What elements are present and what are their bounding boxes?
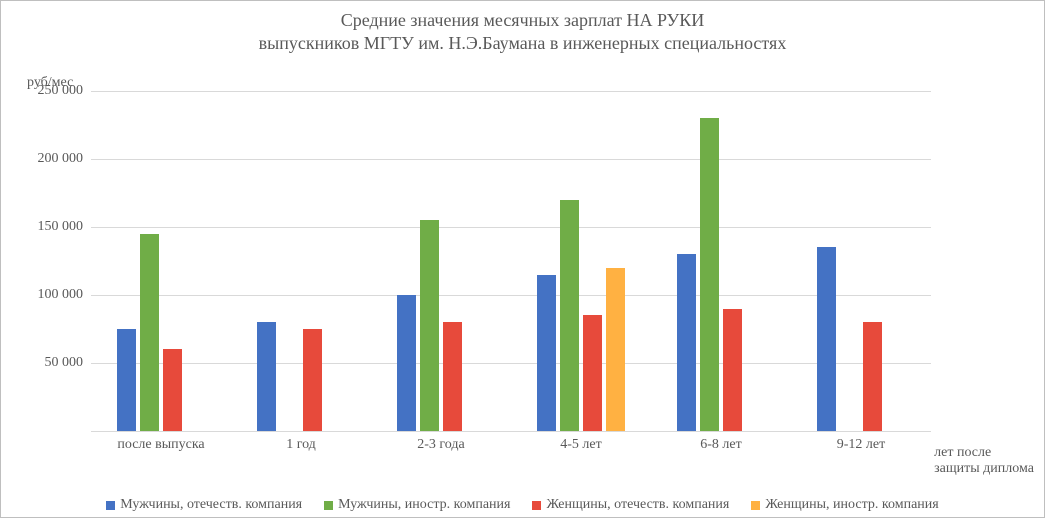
gridline — [91, 227, 931, 228]
x-tick-label: 9-12 лет — [837, 437, 885, 453]
plot-area: 50 000100 000150 000200 000250 000после … — [91, 91, 931, 431]
bar — [140, 234, 159, 431]
x-axis-label-line2: защиты диплома — [934, 461, 1034, 477]
chart-title: Средние значения месячных зарплат НА РУК… — [1, 1, 1044, 54]
x-tick-label: 6-8 лет — [700, 437, 741, 453]
y-tick-label: 200 000 — [38, 151, 84, 167]
bar — [163, 349, 182, 431]
gridline — [91, 363, 931, 364]
y-tick-label: 150 000 — [38, 219, 84, 235]
legend-item: Женщины, иностр. компания — [751, 497, 938, 513]
bar — [537, 275, 556, 431]
bar — [700, 118, 719, 431]
legend-swatch — [324, 501, 333, 510]
x-tick-label: после выпуска — [117, 437, 204, 453]
x-tick-label: 1 год — [286, 437, 316, 453]
y-tick-label: 250 000 — [38, 83, 84, 99]
chart-title-line2: выпускников МГТУ им. Н.Э.Баумана в инжен… — [1, 32, 1044, 55]
legend-item: Мужчины, иностр. компания — [324, 497, 510, 513]
legend-swatch — [532, 501, 541, 510]
bar — [583, 315, 602, 431]
bar — [677, 254, 696, 431]
x-tick-label: 2-3 года — [417, 437, 465, 453]
bar — [606, 268, 625, 431]
legend-swatch — [751, 501, 760, 510]
bar — [817, 247, 836, 431]
bar — [723, 309, 742, 431]
y-tick-label: 100 000 — [38, 287, 84, 303]
bar — [443, 322, 462, 431]
baseline — [91, 431, 931, 432]
bar — [863, 322, 882, 431]
legend-item: Мужчины, отечеств. компания — [106, 497, 302, 513]
bar — [560, 200, 579, 431]
bar — [117, 329, 136, 431]
bar — [397, 295, 416, 431]
legend: Мужчины, отечеств. компания Мужчины, инос… — [1, 497, 1044, 513]
x-axis-label: лет после защиты диплома — [934, 445, 1034, 477]
x-tick-label: 4-5 лет — [560, 437, 601, 453]
bar — [303, 329, 322, 431]
bar — [420, 220, 439, 431]
gridline — [91, 295, 931, 296]
chart-container: Средние значения месячных зарплат НА РУК… — [0, 0, 1045, 518]
bar — [257, 322, 276, 431]
legend-swatch — [106, 501, 115, 510]
chart-title-line1: Средние значения месячных зарплат НА РУК… — [1, 9, 1044, 32]
legend-label: Женщины, иностр. компания — [765, 497, 938, 513]
legend-item: Женщины, отечеств. компания — [532, 497, 729, 513]
legend-label: Женщины, отечеств. компания — [546, 497, 729, 513]
y-tick-label: 50 000 — [45, 355, 84, 371]
gridline — [91, 159, 931, 160]
gridline — [91, 91, 931, 92]
x-axis-label-line1: лет после — [934, 445, 1034, 461]
legend-label: Мужчины, иностр. компания — [338, 497, 510, 513]
legend-label: Мужчины, отечеств. компания — [120, 497, 302, 513]
